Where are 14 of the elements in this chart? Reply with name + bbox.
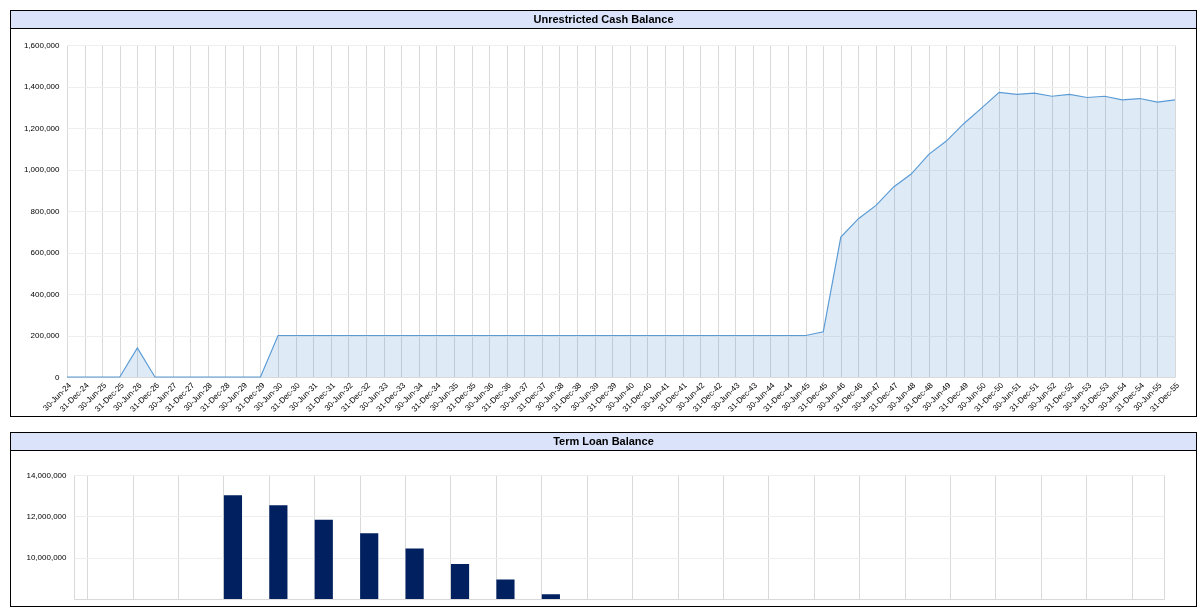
y-tick-label: 0 [55, 372, 61, 382]
y-tick-label: 10,000,000 [26, 553, 68, 563]
y-tick-label: 14,000,000 [26, 470, 68, 480]
y-tick-label: 200,000 [30, 331, 61, 340]
y-tick-label: 800,000 [30, 206, 61, 216]
chart-title: Unrestricted Cash Balance [11, 11, 1196, 29]
y-tick-label: 1,600,000 [23, 40, 61, 50]
y-tick-label: 12,000,000 [26, 511, 68, 521]
y-tick-label: 1,000,000 [23, 165, 61, 174]
y-tick-label: 600,000 [30, 248, 61, 257]
y-tick-label: 1,200,000 [23, 123, 61, 133]
y-tick-label: 1,400,000 [23, 82, 61, 91]
chart-title: Term Loan Balance [11, 433, 1196, 451]
y-tick-label: 400,000 [30, 289, 61, 299]
